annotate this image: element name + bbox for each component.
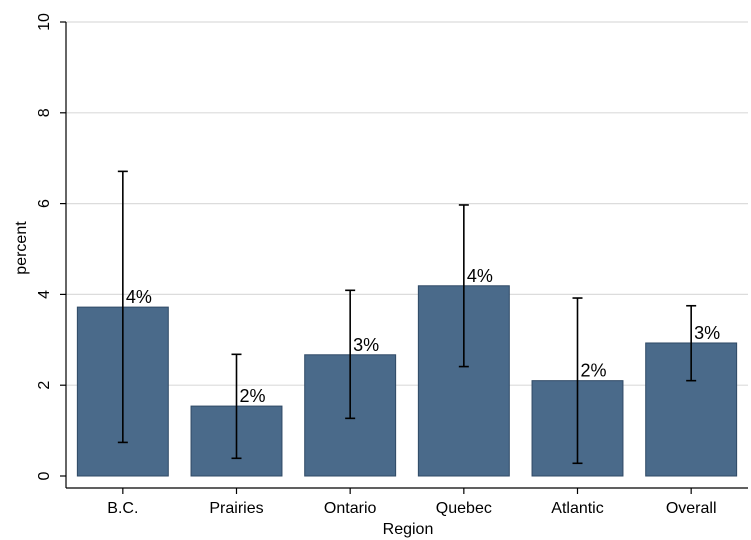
data-labels: 4% 2% 3% 4% 2% 3% bbox=[126, 266, 720, 406]
bars bbox=[76, 285, 738, 477]
y-tick-label: 6 bbox=[36, 199, 53, 208]
y-tick-label: 2 bbox=[36, 381, 53, 390]
error-bars bbox=[117, 170, 697, 465]
x-axis-title: Region bbox=[383, 521, 434, 538]
data-label: 3% bbox=[353, 335, 379, 355]
data-label: 4% bbox=[126, 287, 152, 307]
x-tick-label: Atlantic bbox=[551, 500, 603, 517]
data-label: 2% bbox=[240, 386, 266, 406]
data-label: 3% bbox=[694, 323, 720, 343]
x-tick-label: Overall bbox=[666, 500, 717, 517]
axes: 0 2 4 6 8 10 B.C. Prairies Ontario Quebec Atlantic… bbox=[36, 13, 748, 517]
x-tick-label: Quebec bbox=[436, 500, 492, 517]
y-tick-label: 10 bbox=[36, 13, 53, 31]
data-label: 4% bbox=[467, 266, 493, 286]
data-label: 2% bbox=[581, 361, 607, 381]
grid-lines bbox=[66, 21, 748, 386]
y-tick-label: 8 bbox=[36, 108, 53, 117]
y-axis-title: percent bbox=[13, 221, 30, 275]
x-tick-label: B.C. bbox=[107, 500, 138, 517]
x-tick-label: Ontario bbox=[324, 500, 377, 517]
y-tick-label: 4 bbox=[36, 290, 53, 299]
y-tick-label: 0 bbox=[36, 471, 53, 480]
x-tick-label: Prairies bbox=[209, 500, 263, 517]
